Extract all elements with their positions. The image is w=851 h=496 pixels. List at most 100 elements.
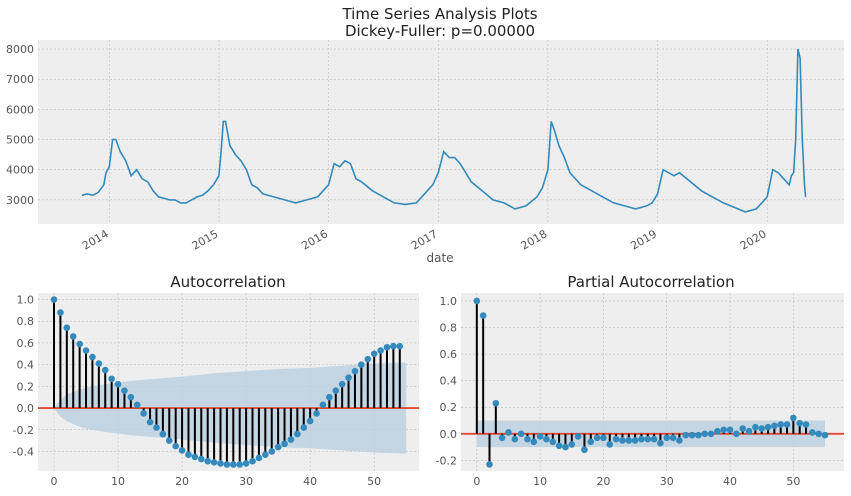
pacf-stem-marker — [479, 312, 487, 319]
pacf-plot: Partial Autocorrelation -0.2 0.0 0.2 0.4 0.6… — [436, 273, 844, 488]
pacf-stem-marker — [695, 431, 702, 439]
pacf-stem-marker — [600, 434, 607, 442]
acf-stem-marker — [101, 366, 109, 374]
pacf-stem-marker — [574, 433, 582, 440]
pacf-stem-marker — [562, 443, 569, 451]
acf-stem-marker — [338, 380, 346, 388]
acf-stem-marker — [370, 350, 378, 358]
acf-y-tick-label: -0.2 — [13, 424, 34, 437]
pacf-x-tick-label: 20 — [596, 475, 610, 488]
acf-stem-marker — [300, 424, 308, 431]
acf-stem-marker — [223, 461, 231, 468]
pacf-stem-marker — [638, 435, 645, 443]
acf-stem-marker — [281, 440, 288, 448]
pacf-stem-marker — [676, 437, 683, 444]
pacf-stem-marker — [555, 442, 563, 450]
acf-stem-marker — [178, 447, 186, 454]
pacf-stems — [473, 297, 829, 468]
acf-stem-marker — [390, 342, 397, 350]
acf-stem-marker — [262, 451, 269, 459]
acf-stem-marker — [345, 374, 352, 381]
acf-stem-marker — [108, 375, 115, 383]
timeseries-y-tick-label: 8000 — [6, 43, 34, 56]
acf-stem-marker — [185, 451, 192, 459]
timeseries-y-tick-label: 5000 — [6, 134, 34, 147]
acf-stem-marker — [230, 461, 237, 468]
pacf-stem-marker — [771, 422, 778, 430]
acf-x-tick-label: 40 — [303, 475, 317, 488]
pacf-stem-marker — [644, 435, 652, 443]
acf-x-tick-label: 30 — [239, 475, 253, 488]
pacf-stem-marker — [473, 297, 481, 305]
acf-stem-marker — [69, 333, 77, 340]
pacf-stem-marker — [669, 434, 677, 442]
acf-y-tick-label: -0.4 — [13, 445, 34, 458]
pacf-x-tick-label: 10 — [533, 475, 547, 488]
pacf-stem-marker — [587, 438, 595, 446]
pacf-x-tick-label: 0 — [473, 475, 480, 488]
acf-stem-marker — [89, 353, 96, 361]
pacf-stem-marker — [549, 438, 557, 446]
acf-stem-marker — [326, 393, 333, 401]
acf-x-tick-label: 50 — [367, 475, 381, 488]
acf-x-tick-label: 0 — [51, 475, 58, 488]
acf-stem-marker — [294, 430, 301, 438]
pacf-stem-marker — [733, 430, 740, 438]
acf-stem-marker — [76, 340, 83, 348]
acf-stem-marker — [127, 393, 135, 401]
acf-stem-marker — [153, 424, 160, 431]
pacf-stem-marker — [530, 438, 538, 446]
timeseries-axes-background — [38, 40, 844, 224]
acf-y-tick-label: 1.0 — [17, 294, 35, 307]
timeseries-x-tick-label: 2020 — [738, 227, 769, 252]
acf-stem-marker — [287, 436, 295, 443]
acf-stem-marker — [217, 460, 224, 467]
pacf-stem-marker — [498, 434, 506, 442]
pacf-y-tick-label: 0.2 — [440, 401, 458, 414]
pacf-y-tick-label: 0.6 — [440, 348, 458, 361]
acf-x-tick-label: 20 — [175, 475, 189, 488]
pacf-x-tick-label: 50 — [786, 475, 800, 488]
pacf-stem-marker — [688, 431, 696, 439]
acf-stem-marker — [242, 460, 250, 467]
pacf-stem-marker — [758, 425, 766, 432]
pacf-stem-marker — [821, 431, 829, 439]
timeseries-y-tick-label: 7000 — [6, 73, 34, 86]
acf-stem-marker — [159, 430, 167, 438]
pacf-stem-marker — [739, 425, 747, 432]
pacf-x-tick-label: 30 — [660, 475, 674, 488]
pacf-stem-marker — [682, 431, 690, 439]
acf-stem-marker — [204, 457, 211, 465]
timeseries-plot: 3000 4000 5000 6000 7000 8000 2014 2015 2016 2017… — [6, 40, 844, 265]
acf-y-tick-label: 0.4 — [17, 359, 35, 372]
timeseries-y-tick-label: 4000 — [6, 164, 34, 177]
pacf-stem-marker — [714, 427, 721, 435]
acf-stem-marker — [95, 360, 103, 367]
pacf-stem-marker — [619, 437, 626, 444]
pacf-stem-marker — [486, 461, 493, 468]
figure-title-line2: Dickey-Fuller: p=0.00000 — [345, 22, 535, 40]
timeseries-line — [81, 48, 807, 213]
pacf-stem-marker — [783, 421, 791, 428]
pacf-stem-marker — [745, 427, 753, 435]
acf-stem-marker — [57, 309, 64, 316]
timeseries-x-tick-label: 2019 — [628, 227, 659, 252]
pacf-stem-marker — [581, 446, 588, 454]
pacf-stem-marker — [720, 426, 728, 434]
acf-stem-marker — [191, 453, 199, 461]
acf-stem-marker — [114, 380, 122, 388]
pacf-stem-marker — [657, 439, 664, 447]
acf-stem-marker — [146, 418, 154, 426]
timeseries-x-tick-label: 2015 — [190, 227, 221, 252]
acf-stem-marker — [63, 324, 71, 332]
pacf-y-tick-label: 1.0 — [440, 295, 458, 308]
pacf-stem-marker — [752, 423, 759, 431]
timeseries-x-tick-label: 2014 — [80, 227, 111, 252]
acf-stem-marker — [121, 387, 128, 394]
timeseries-x-tick-label: 2016 — [299, 227, 330, 252]
pacf-stem-marker — [650, 435, 658, 443]
pacf-stem-marker — [612, 435, 620, 443]
acf-y-tick-label: 0.6 — [17, 337, 35, 350]
acf-stem-marker — [383, 343, 391, 351]
pacf-stem-marker — [524, 435, 531, 443]
